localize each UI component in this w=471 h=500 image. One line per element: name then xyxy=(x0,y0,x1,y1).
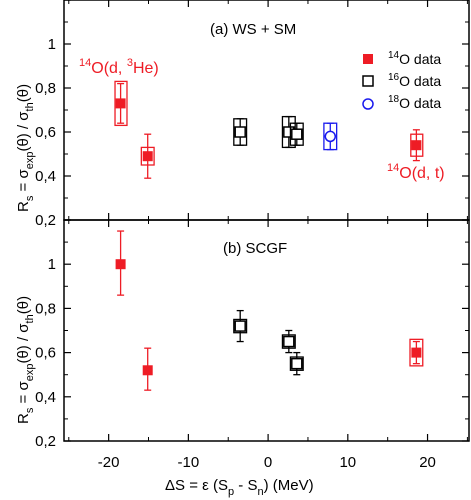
marker-filled-square xyxy=(115,98,126,109)
x-axis-label: ΔS = ε (Sp - Sn) (MeV) xyxy=(165,477,314,498)
uncertainty-box xyxy=(114,80,128,127)
y-tick-label: 0,4 xyxy=(35,389,56,406)
legend-label-18o: 18O data xyxy=(388,94,441,111)
uncertainty-box xyxy=(409,338,424,367)
legend-label-14o: 14O data xyxy=(388,50,441,67)
uncertainty-box xyxy=(233,318,248,334)
panel-b-title: (b) SCGF xyxy=(223,240,287,257)
data-point-14o xyxy=(142,347,153,391)
data-point-14o xyxy=(114,80,128,127)
data-point-16o xyxy=(233,309,248,343)
x-tick-label: 0 xyxy=(264,454,272,471)
panel-a-ylabel: Rs = σexp(θ) / σth(θ) xyxy=(15,84,36,212)
y-tick-label: 0,6 xyxy=(35,345,56,362)
data-point-18o xyxy=(323,122,338,151)
x-tick-label: -20 xyxy=(98,454,120,471)
marker-filled-square xyxy=(142,151,153,162)
data-point-14o xyxy=(140,133,155,179)
marker-open-square xyxy=(234,126,246,138)
x-tick-label: 10 xyxy=(339,454,356,471)
data-point-16o xyxy=(281,329,296,354)
uncertainty-box xyxy=(281,334,296,349)
y-tick-label: 1 xyxy=(48,256,56,273)
marker-filled-square xyxy=(411,347,422,358)
x-tick-label: -10 xyxy=(178,454,200,471)
data-point-16o xyxy=(289,351,304,376)
legend-label-16o: 16O data xyxy=(388,72,441,89)
data-point-14o xyxy=(409,338,424,367)
annotation-14o-d-t: 14O(d, t) xyxy=(387,162,445,182)
marker-filled-square xyxy=(115,259,126,270)
uncertainty-box xyxy=(289,356,304,371)
data-points xyxy=(114,80,424,391)
marker-filled-square xyxy=(411,140,422,151)
y-tick-label: 0,2 xyxy=(35,433,56,450)
uncertainty-box xyxy=(323,122,338,151)
annotation-14o-d-3he: 14O(d, 3He) xyxy=(79,57,159,77)
y-tick-label: 1 xyxy=(48,36,56,53)
tick-labels: -20 -10 0 10 20 0,2 0,4 0,6 0,8 1 0,2 0,4 0,6 0,8 1 xyxy=(35,36,436,471)
legend-marker-16o xyxy=(362,75,374,87)
y-tick-label: 0,8 xyxy=(35,300,56,317)
data-point-16o xyxy=(233,118,248,146)
axis-ticks xyxy=(64,0,469,442)
marker-filled-square xyxy=(142,365,153,376)
marker-open-circle xyxy=(324,130,337,143)
y-tick-label: 0,6 xyxy=(35,124,56,141)
panel-b-ylabel: Rs = σexp(θ) / σth(θ) xyxy=(15,296,36,424)
marker-open-square xyxy=(291,128,303,140)
marker-open-square xyxy=(291,357,303,370)
panel-a-title: (a) WS + SM xyxy=(210,21,296,38)
uncertainty-box xyxy=(233,118,248,146)
y-tick-label: 0,8 xyxy=(35,80,56,97)
uncertainty-box xyxy=(289,122,304,146)
y-tick-label: 0,4 xyxy=(35,168,56,185)
legend-marker-18o xyxy=(362,98,374,110)
marker-open-square xyxy=(283,335,295,348)
legend: 14O data 16O data 18O data xyxy=(362,50,441,111)
uncertainty-box xyxy=(140,146,155,166)
uncertainty-box xyxy=(410,133,424,157)
y-tick-label: 0,2 xyxy=(35,212,56,229)
data-point-14o xyxy=(410,129,424,162)
marker-open-square xyxy=(234,320,246,332)
legend-marker-14o xyxy=(363,54,373,64)
data-point-16o xyxy=(289,122,304,146)
x-tick-label: 20 xyxy=(419,454,436,471)
data-point-14o xyxy=(115,230,126,296)
